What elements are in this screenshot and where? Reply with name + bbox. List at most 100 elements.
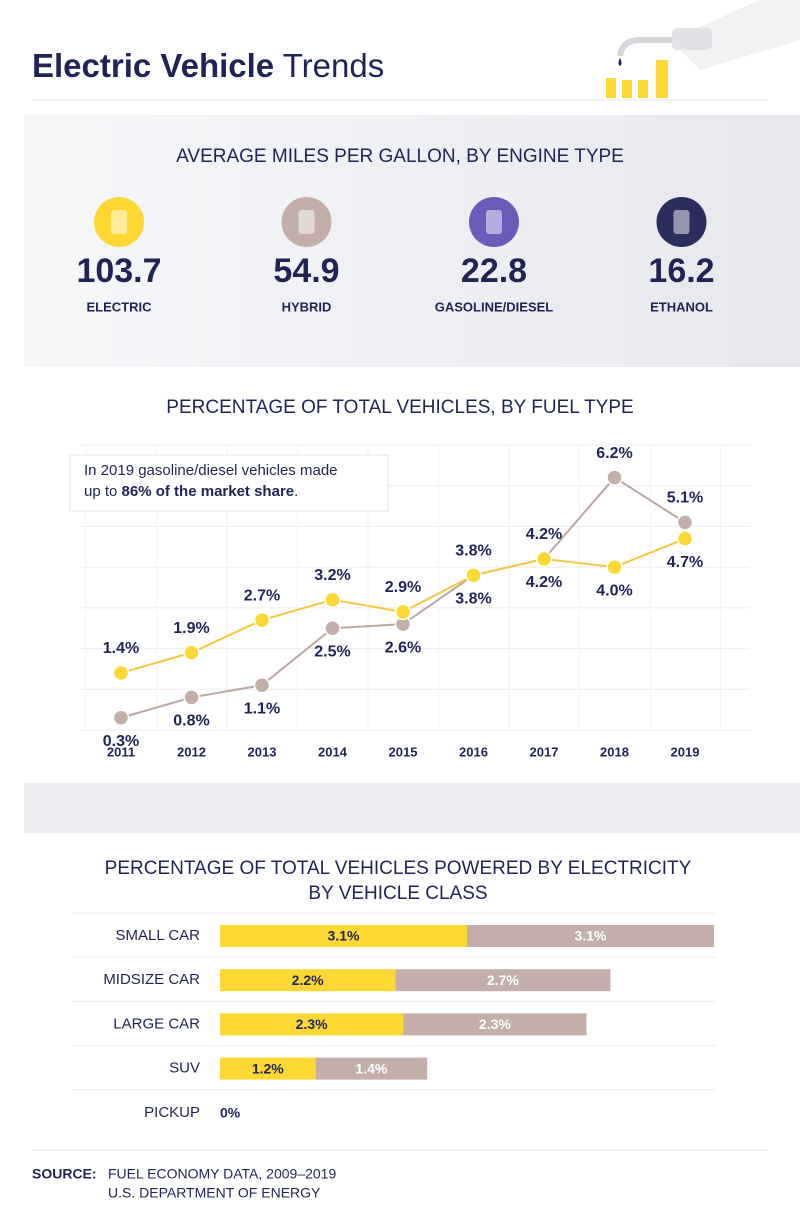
category-label: SMALL CAR [116, 927, 201, 944]
bar-segment [220, 969, 396, 992]
category-label: PICKUP [144, 1104, 200, 1121]
data-point [253, 676, 271, 694]
data-label: 4.2% [526, 526, 562, 543]
bar-chart: SMALL CAR 3.1% 3.1% MIDSIZE CAR 2.2% 2.7% LARG… [72, 912, 716, 1121]
x-tick-label: 2012 [177, 744, 206, 759]
stat-value: 54.9 [273, 252, 339, 290]
data-point [676, 530, 694, 547]
data-point [606, 469, 623, 486]
data-label: 3.1% [575, 928, 607, 944]
annotation: In 2019 gasoline/diesel vehicles made [84, 462, 338, 479]
stat-value: 16.2 [648, 252, 714, 290]
annotation-text: In 2019 gasoline/diesel vehicles made [84, 462, 338, 479]
data-label: 3.2% [314, 567, 350, 584]
stat-icon-glyph [673, 210, 690, 234]
source-text: FUEL ECONOMY DATA, 2009–2019 [108, 1166, 336, 1182]
data-label: 6.2% [596, 445, 632, 462]
data-label: 1.1% [244, 700, 280, 717]
stat-icon-glyph [298, 210, 315, 234]
x-tick-label: 2017 [530, 744, 559, 759]
data-point [183, 644, 200, 661]
bar-segment [220, 1013, 404, 1036]
mpg-stats: 103.7 ELECTRIC 54.9 HYBRID 22.8 GASOLINE/DIES… [76, 197, 715, 314]
data-label: 3.8% [455, 591, 491, 608]
data-label: 3.1% [328, 928, 360, 944]
data-label: 2.2% [292, 972, 324, 988]
line-chart: 2011 2012 2013 2014 2015 2016 2017 2018 2019 0.3%… [80, 444, 750, 815]
section-title: AVERAGE MILES PER GALLON, BY ENGINE TYPE [176, 146, 624, 167]
x-tick-label: 2011 [107, 744, 135, 759]
x-tick-label: 2016 [459, 744, 488, 759]
annotation: up to 86% of the market share. [84, 483, 298, 500]
annotation-text: up to [84, 483, 117, 500]
data-point [183, 689, 200, 706]
category-label: MIDSIZE CAR [103, 971, 200, 988]
chart-title: PERCENTAGE OF TOTAL VEHICLES, BY FUEL TY… [166, 397, 633, 418]
data-point [112, 664, 130, 682]
data-point [394, 603, 412, 621]
data-label: 1.4% [103, 640, 139, 657]
bar-segment [315, 1057, 428, 1080]
data-point [253, 611, 271, 629]
data-point [112, 709, 130, 727]
chart-title: BY VEHICLE CLASS [308, 883, 487, 904]
title-bold: Electric Vehicle [32, 47, 274, 84]
stat-label: HYBRID [282, 299, 332, 314]
bar-segment [467, 925, 714, 947]
chart-title: PERCENTAGE OF TOTAL VEHICLES POWERED BY … [105, 858, 692, 879]
source-label: SOURCE: [32, 1166, 97, 1182]
data-label: 2.7% [487, 972, 519, 988]
data-point [676, 514, 694, 531]
data-label: 0.3% [103, 733, 139, 750]
bar-segment [220, 1057, 316, 1080]
data-label: 4.2% [526, 574, 562, 591]
annotation-text: . [294, 483, 298, 500]
stat-label: ETHANOL [650, 299, 713, 314]
title-regular: Trends [283, 47, 384, 84]
data-label: 1.4% [355, 1060, 387, 1076]
x-tick-label: 2015 [389, 744, 418, 759]
x-tick-label: 2014 [318, 744, 348, 759]
category-label: LARGE CAR [113, 1015, 200, 1032]
stat-icon-glyph [486, 210, 502, 234]
data-label: 2.6% [385, 639, 421, 656]
bar-segment [403, 1013, 587, 1036]
data-label: 0% [220, 1105, 241, 1121]
category-label: SUV [169, 1060, 200, 1077]
data-label: 2.7% [244, 587, 280, 604]
stat-label: ELECTRIC [87, 299, 153, 314]
data-label: 2.3% [479, 1016, 511, 1032]
annotation-box [69, 454, 389, 512]
x-tick-label: 2019 [671, 744, 700, 759]
x-tick-label: 2018 [600, 744, 629, 759]
data-point [535, 550, 553, 568]
data-label: 2.5% [314, 643, 350, 660]
stat-icon-glyph [111, 210, 127, 234]
data-label: 4.7% [667, 554, 703, 571]
stat-label: GASOLINE/DIESEL [435, 299, 554, 314]
page-title: Electric Vehicle Trends [32, 47, 384, 84]
bar-segment [220, 925, 467, 947]
stat-value: 103.7 [76, 252, 161, 290]
bar-segment [395, 969, 611, 992]
data-label: 4.0% [596, 582, 632, 599]
data-label: 1.2% [252, 1060, 284, 1076]
data-label: 3.8% [455, 543, 491, 560]
annotation-bold: 86% of the market share [122, 483, 295, 500]
data-label: 0.8% [173, 713, 209, 730]
data-point [465, 567, 482, 584]
x-tick-label: 2013 [248, 744, 277, 759]
data-label: 2.9% [385, 579, 421, 596]
source-text: U.S. DEPARTMENT OF ENERGY [108, 1185, 321, 1201]
data-point [324, 591, 341, 608]
data-label: 2.3% [296, 1016, 328, 1032]
data-label: 1.9% [173, 620, 209, 637]
legend-band [24, 783, 800, 833]
data-point [324, 619, 341, 637]
data-point [606, 558, 623, 576]
header-icon [606, 0, 800, 98]
stat-value: 22.8 [461, 252, 527, 290]
data-label: 5.1% [667, 490, 703, 507]
